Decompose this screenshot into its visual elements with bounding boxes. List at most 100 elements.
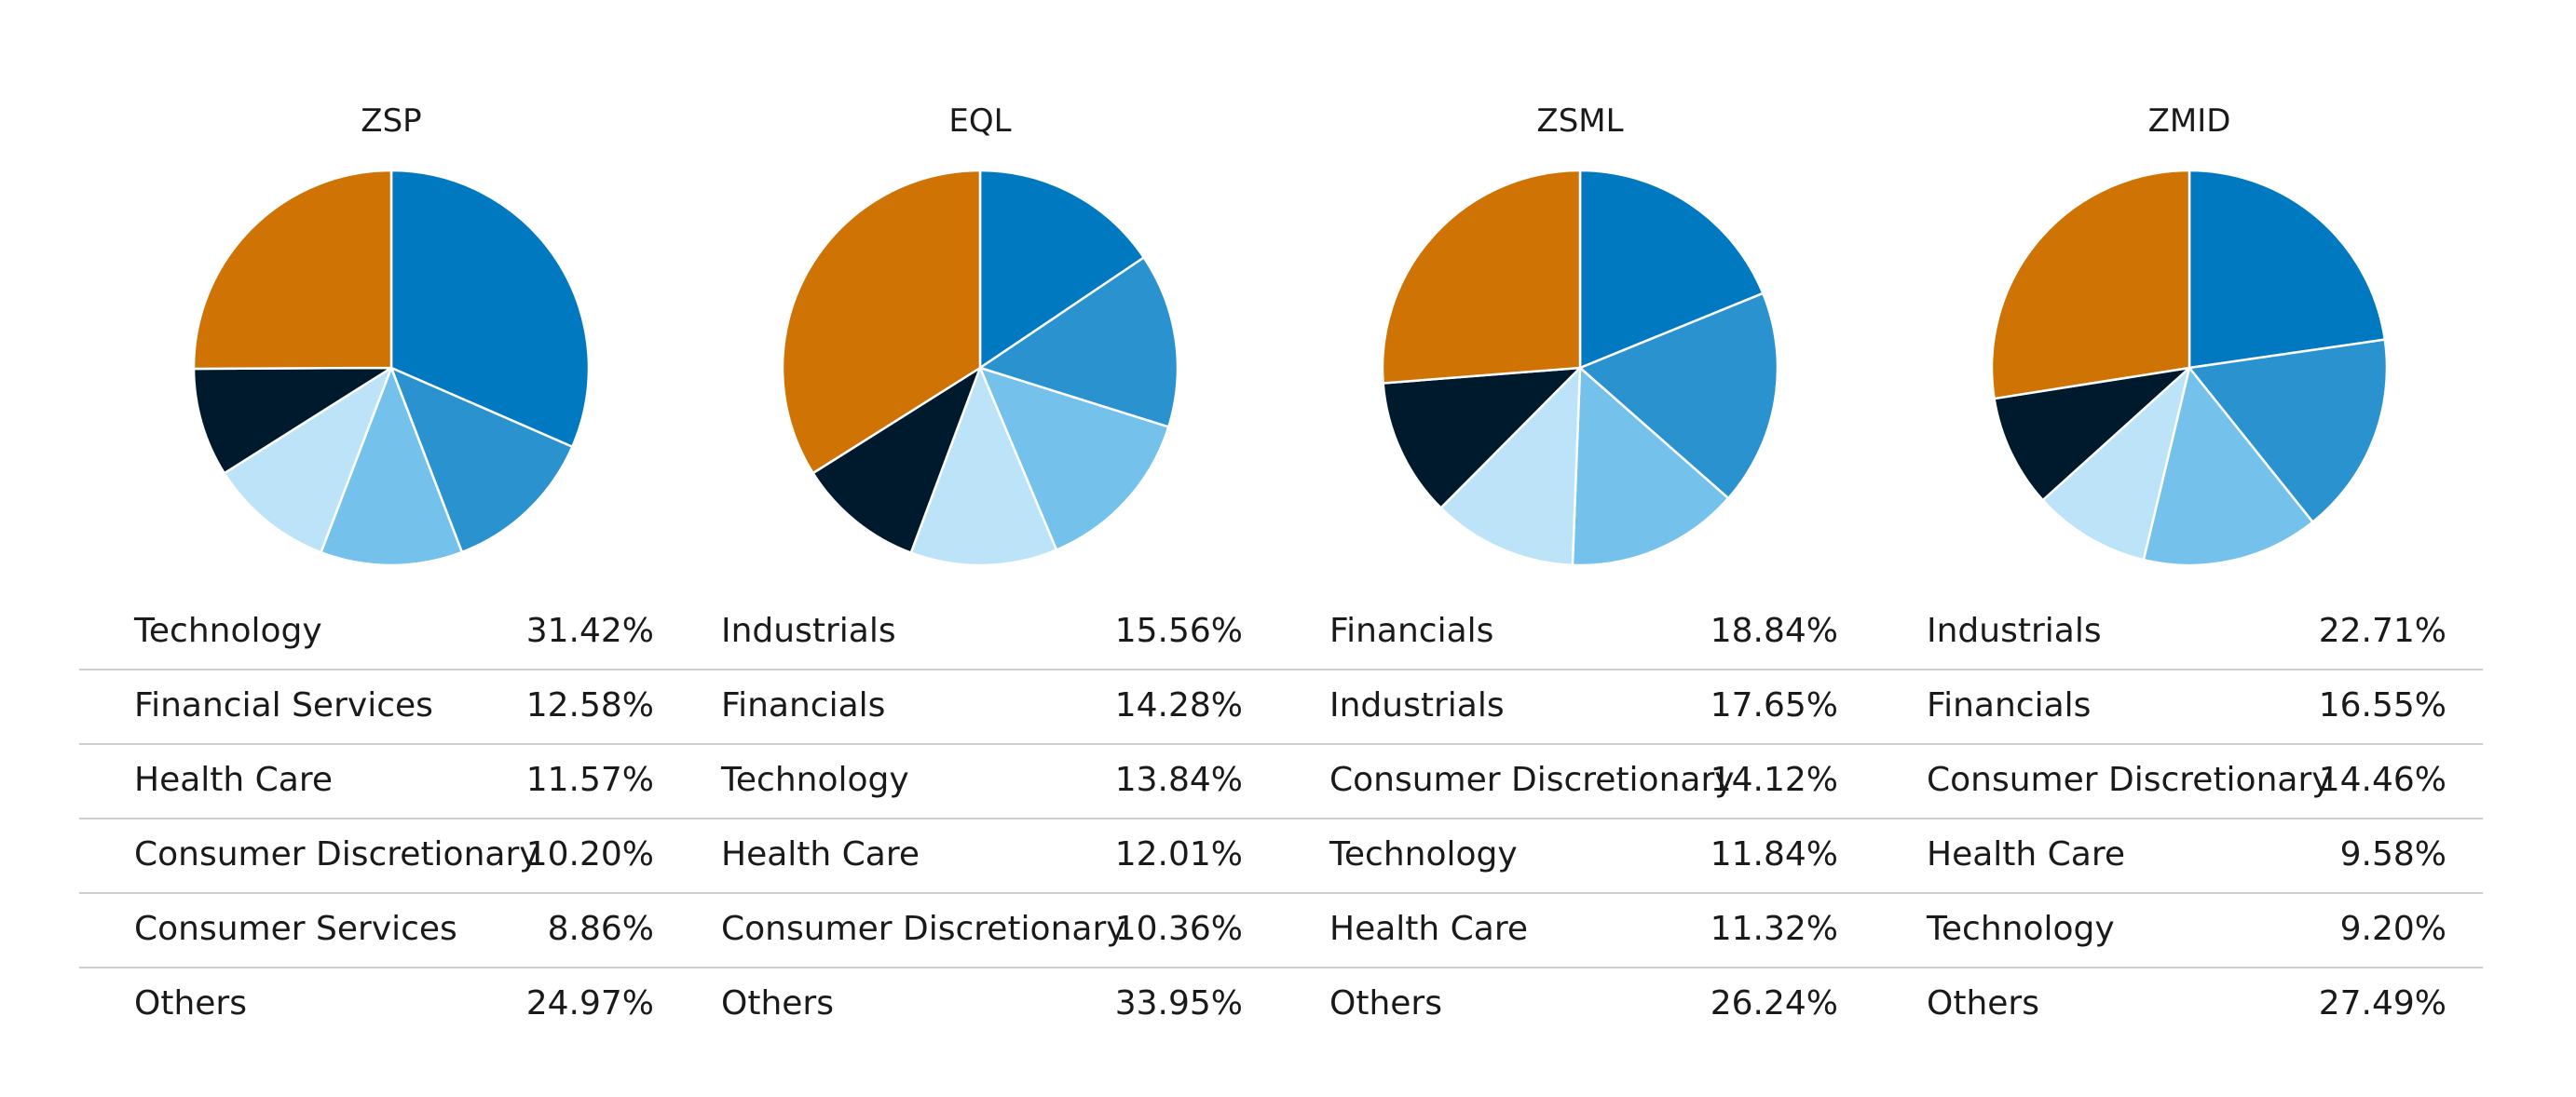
sector-label: Health Care (1329, 910, 1529, 948)
pie-slice-zsml-health-care (1382, 366, 1582, 509)
sector-label: Industrials (1329, 686, 1505, 725)
sector-weight: 11.57% (525, 761, 654, 799)
pie-chart-eql (781, 169, 1179, 567)
table-row: Technology 9.20% (1927, 903, 2447, 978)
pie-slice-eql-consumer-discretionary (811, 366, 982, 554)
sector-weight: 16.55% (2318, 686, 2447, 725)
sector-weight: 9.58% (2339, 835, 2447, 874)
pie-slice-zsml-consumer-discretionary (1571, 366, 1730, 567)
pie-slice-zmid-financials (2188, 338, 2389, 523)
sector-label: Financials (1927, 686, 2092, 725)
sector-weight: 31.42% (525, 612, 654, 650)
pie-slice-eql-health-care (909, 366, 1058, 567)
table-row: Consumer Discretionary 14.46% (1927, 754, 2447, 829)
pie-chart-zsml (1381, 169, 1779, 567)
pie-slice-zsp-health-care (320, 366, 464, 567)
pie-slice-eql-others (781, 169, 982, 475)
sector-weight: 10.36% (1114, 910, 1243, 948)
sector-label: Financial Services (134, 686, 433, 725)
sector-weight: 14.28% (1114, 686, 1243, 725)
sector-weight: 12.01% (1114, 835, 1243, 874)
table-row: Technology 31.42% (134, 605, 654, 680)
sector-label: Consumer Discretionary (1927, 761, 2332, 799)
pie-chart-zsp (192, 169, 591, 567)
sector-label: Consumer Discretionary (721, 910, 1126, 948)
pie-slice-zsp-financial-services (389, 366, 574, 554)
chart-title-eql: EQL (948, 102, 1012, 140)
sector-label: Technology (721, 761, 909, 799)
table-row: Consumer Services 8.86% (134, 903, 654, 978)
table-row: Technology 13.84% (721, 754, 1243, 829)
sector-label: Financials (1329, 612, 1494, 650)
pie-slice-zsml-others (1381, 169, 1582, 385)
pie-slice-zsml-financials (1578, 169, 1765, 370)
table-row: Others 33.95% (721, 978, 1243, 1052)
row-divider (79, 892, 2483, 894)
table-row: Health Care 12.01% (721, 829, 1243, 903)
table-row: Consumer Discretionary 10.20% (134, 829, 654, 903)
sector-weight: 8.86% (547, 910, 654, 948)
table-row: Financials 18.84% (1329, 605, 1838, 680)
table-row: Others 26.24% (1329, 978, 1838, 1052)
sector-weight: 33.95% (1114, 984, 1243, 1023)
sector-label: Others (721, 984, 834, 1023)
pie-slice-zsml-industrials (1578, 291, 1779, 500)
sector-label: Others (1329, 984, 1442, 1023)
table-row: Others 24.97% (134, 978, 654, 1052)
chart-title-zmid: ZMID (2147, 102, 2231, 140)
table-row: Industrials 22.71% (1927, 605, 2447, 680)
row-divider (79, 669, 2483, 670)
row-divider (79, 818, 2483, 819)
table-row: Consumer Discretionary 14.12% (1329, 754, 1838, 829)
pie-slice-zsp-consumer-discretionary (223, 366, 393, 554)
pie-slice-zmid-health-care (2041, 366, 2191, 562)
pie-slice-eql-industrials (978, 169, 1146, 370)
sector-label: Consumer Discretionary (1329, 761, 1735, 799)
sector-weight: 15.56% (1114, 612, 1243, 650)
pie-slice-zmid-others (1990, 169, 2191, 400)
sector-weight: 18.84% (1710, 612, 1838, 650)
sector-weight: 22.71% (2318, 612, 2447, 650)
table-row: Financials 16.55% (1927, 680, 2447, 754)
pie-slice-zmid-consumer-discretionary (2142, 366, 2314, 567)
pie-slice-zsp-consumer-services (192, 366, 393, 475)
sector-label: Consumer Discretionary (134, 835, 539, 874)
sector-label: Technology (1329, 835, 1518, 874)
chart-title-zsml: ZSML (1536, 102, 1624, 140)
pie-slice-zsp-technology (389, 169, 591, 449)
sector-label: Consumer Services (134, 910, 457, 948)
sector-weight: 24.97% (525, 984, 654, 1023)
table-row: Industrials 15.56% (721, 605, 1243, 680)
row-divider (79, 967, 2483, 968)
sector-label: Industrials (1927, 612, 2102, 650)
sector-weight: 10.20% (525, 835, 654, 874)
table-row: Health Care 11.32% (1329, 903, 1838, 978)
sector-weight: 9.20% (2339, 910, 2447, 948)
sector-weight: 13.84% (1114, 761, 1243, 799)
sector-weight: 27.49% (2318, 984, 2447, 1023)
sector-weight: 14.12% (1710, 761, 1838, 799)
sector-weight: 12.58% (525, 686, 654, 725)
pie-slice-zmid-industrials (2188, 169, 2387, 370)
table-row: Technology 11.84% (1329, 829, 1838, 903)
sector-weight: 26.24% (1710, 984, 1838, 1023)
sector-label: Technology (1927, 910, 2115, 948)
pie-slice-zmid-technology (1993, 366, 2191, 502)
sector-label: Others (134, 984, 247, 1023)
table-row: Financials 14.28% (721, 680, 1243, 754)
table-row: Consumer Discretionary 10.36% (721, 903, 1243, 978)
pie-slice-eql-financials (978, 256, 1179, 428)
table-row: Financial Services 12.58% (134, 680, 654, 754)
pie-slice-zsml-technology (1439, 366, 1582, 567)
sector-label: Industrials (721, 612, 896, 650)
pie-slice-zsp-others (192, 169, 393, 371)
chart-title-zsp: ZSP (361, 102, 422, 140)
sector-label: Technology (134, 612, 322, 650)
pie-chart-zmid (1990, 169, 2389, 567)
sector-label: Health Care (1927, 835, 2126, 874)
table-row: Industrials 17.65% (1329, 680, 1838, 754)
sector-label: Others (1927, 984, 2039, 1023)
sector-weight: 11.32% (1710, 910, 1838, 948)
sector-label: Health Care (721, 835, 920, 874)
row-divider (79, 743, 2483, 745)
